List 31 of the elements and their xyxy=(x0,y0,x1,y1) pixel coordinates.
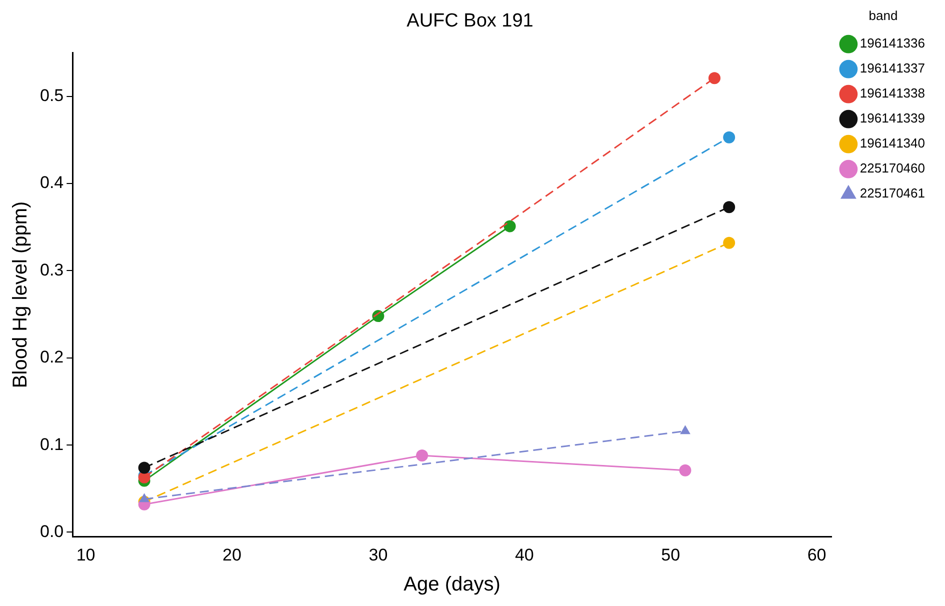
y-tick-label: 0.0 xyxy=(40,522,64,541)
point xyxy=(416,450,428,462)
x-tick-label: 60 xyxy=(807,545,826,564)
legend-label: 196141338 xyxy=(860,86,926,101)
point xyxy=(723,201,736,214)
legend-label: 225170460 xyxy=(860,160,926,176)
y-tick-label: 0.3 xyxy=(40,260,64,280)
point xyxy=(723,131,736,144)
legend-label: 196141339 xyxy=(860,110,926,126)
y-tick-label: 0.5 xyxy=(40,86,64,106)
x-tick-label: 20 xyxy=(222,545,242,564)
point xyxy=(504,220,516,232)
y-tick-label: 0.4 xyxy=(40,173,64,192)
legend-title: band xyxy=(868,8,898,24)
x-tick-label: 40 xyxy=(514,545,534,564)
x-tick-label: 50 xyxy=(661,545,680,564)
y-tick-label: 0.2 xyxy=(40,348,64,367)
x-tick-label: 10 xyxy=(76,545,96,564)
y-tick-label: 0.1 xyxy=(40,434,64,454)
point xyxy=(708,72,720,84)
legend-label: 196141337 xyxy=(860,60,926,76)
x-tick-label: 30 xyxy=(368,545,388,564)
x-axis-title: Age (days) xyxy=(404,574,500,596)
point xyxy=(138,462,150,474)
y-axis-title: Blood Hg level (ppm) xyxy=(10,201,32,388)
legend-label: 196141336 xyxy=(860,36,926,51)
legend-label: 196141340 xyxy=(860,136,926,151)
point xyxy=(679,464,692,476)
chart-title: AUFC Box 191 xyxy=(406,10,534,32)
legend-label: 225170461 xyxy=(860,186,926,201)
point xyxy=(723,236,736,249)
